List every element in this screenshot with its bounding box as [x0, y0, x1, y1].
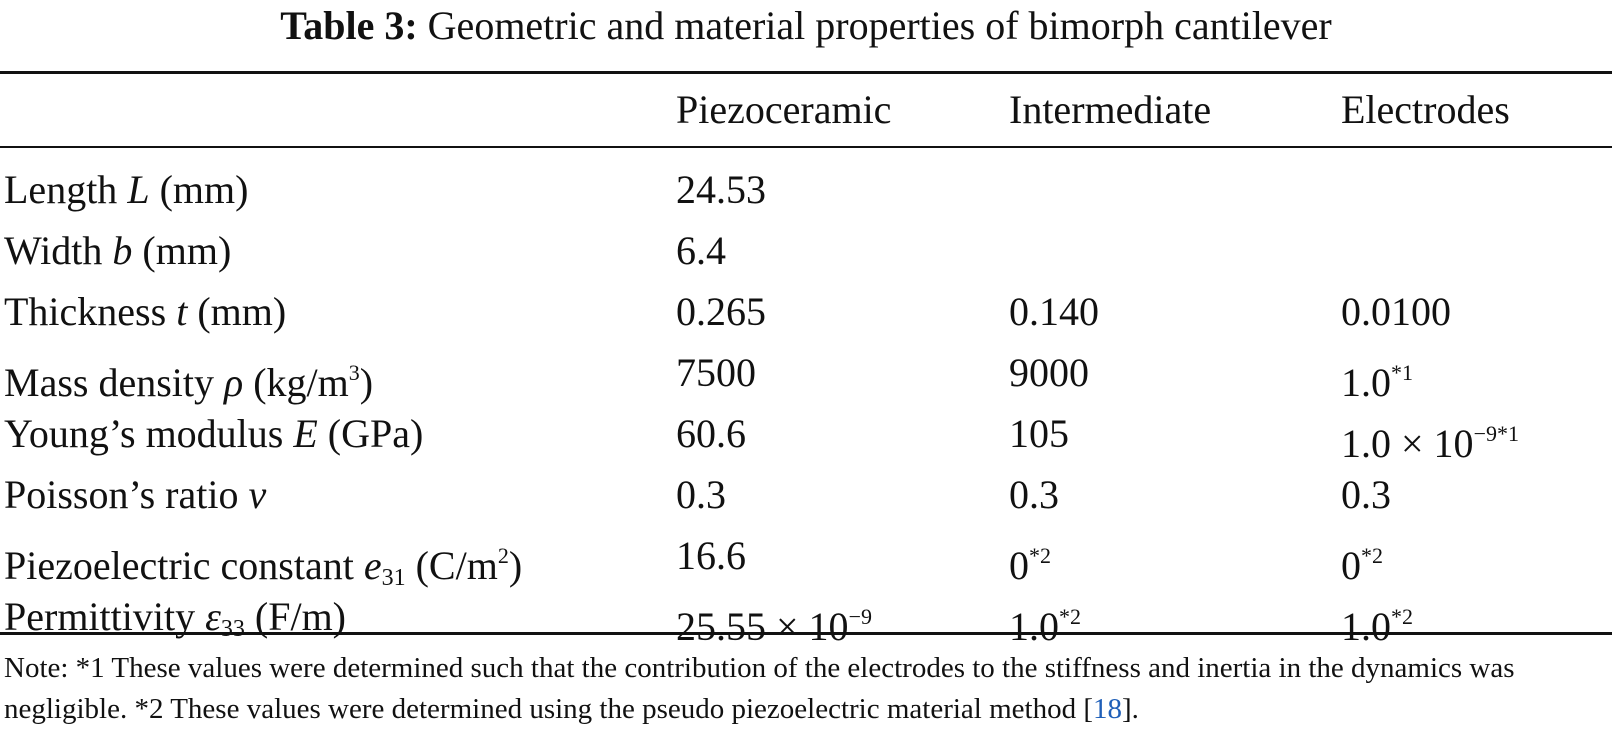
bottom-rule: [0, 632, 1612, 635]
cell-value: 9000: [1009, 350, 1089, 395]
table-cell: 105: [1009, 412, 1069, 456]
cell-value: 25.55 × 10: [676, 604, 849, 649]
table-note: Note: *1 These values were determined su…: [4, 648, 1604, 730]
property-symbol: b: [112, 228, 133, 273]
row-label: Young’s modulus E (GPa): [4, 412, 423, 456]
note-tail: ].: [1122, 693, 1139, 725]
row-label: Piezoelectric constant e31 (C/m2): [4, 534, 522, 600]
note-text: Note: *1 These values were determined su…: [4, 652, 1515, 725]
table-cell: 60.6: [676, 412, 746, 456]
table-cell: 0*2: [1341, 534, 1383, 588]
cell-superscript: −9*1: [1473, 421, 1519, 446]
property-name: Thickness: [4, 289, 177, 334]
property-name: Permittivity: [4, 594, 206, 639]
cell-value: 1.0: [1341, 360, 1391, 405]
property-symbol: ν: [248, 472, 267, 517]
table-cell: 0.0100: [1341, 290, 1451, 334]
cell-value: 7500: [676, 350, 756, 395]
table-cell: 9000: [1009, 351, 1089, 395]
cell-value: 1.0: [1009, 604, 1059, 649]
row-label: Mass density ρ (kg/m3): [4, 351, 373, 405]
table-cell: 1.0*2: [1009, 595, 1081, 649]
cell-value: 6.4: [676, 228, 726, 273]
top-rule: [0, 71, 1612, 74]
symbol-subscript: 33: [220, 616, 245, 642]
table-cell: 1.0 × 10−9*1: [1341, 412, 1519, 466]
property-name: Mass density: [4, 360, 224, 405]
table-caption: Table 3: Geometric and material properti…: [0, 4, 1612, 48]
property-unit: (mm): [132, 228, 232, 273]
cell-value: 60.6: [676, 411, 746, 456]
row-label: Permittivity ε33 (F/m): [4, 595, 346, 651]
table-cell: 25.55 × 10−9: [676, 595, 872, 649]
cell-superscript: *2: [1059, 604, 1081, 629]
column-header-intermediate: Intermediate: [1009, 87, 1212, 132]
table-cell: 0.265: [676, 290, 766, 334]
cell-superscript: *2: [1391, 604, 1413, 629]
property-symbol: ρ: [224, 360, 244, 405]
cell-value: 0.3: [1009, 472, 1059, 517]
table-cell: 1.0*1: [1341, 351, 1413, 405]
property-unit: (mm): [187, 289, 287, 334]
property-symbol: E: [293, 411, 318, 456]
citation-link[interactable]: 18: [1093, 693, 1123, 725]
table-cell: 24.53: [676, 168, 766, 212]
unit-exponent: 3: [348, 360, 360, 385]
table-cell: 0.140: [1009, 290, 1099, 334]
table-cell: 0*2: [1009, 534, 1051, 588]
property-unit: (GPa): [317, 411, 424, 456]
cell-superscript: −9: [848, 604, 872, 629]
cell-value: 16.6: [676, 533, 746, 578]
header-rule: [0, 146, 1612, 148]
cell-value: 0: [1341, 543, 1361, 588]
property-symbol: ε: [205, 594, 221, 639]
table-cell: 7500: [676, 351, 756, 395]
cell-value: 0.140: [1009, 289, 1099, 334]
cell-value: 0.3: [676, 472, 726, 517]
table-cell: 0.3: [1009, 473, 1059, 517]
unit-close: ): [508, 543, 523, 588]
caption-text: Geometric and material properties of bim…: [427, 3, 1332, 48]
cell-value: 0.0100: [1341, 289, 1451, 334]
property-name: Poisson’s ratio: [4, 472, 249, 517]
unit-exponent: 2: [497, 543, 509, 568]
cell-value: 0.3: [1341, 472, 1391, 517]
cell-value: 1.0: [1341, 604, 1391, 649]
cell-superscript: *2: [1361, 543, 1383, 568]
row-label: Thickness t (mm): [4, 290, 286, 334]
property-symbol: L: [127, 167, 150, 212]
property-name: Length: [4, 167, 128, 212]
property-name: Piezoelectric constant: [4, 543, 364, 588]
property-name: Young’s modulus: [4, 411, 294, 456]
table-cell: 0.3: [1341, 473, 1391, 517]
cell-superscript: *1: [1391, 360, 1413, 385]
table-cell: 0.3: [676, 473, 726, 517]
symbol-subscript: 31: [381, 565, 406, 591]
column-header-piezoceramic: Piezoceramic: [676, 87, 892, 132]
table-cell: 1.0*2: [1341, 595, 1413, 649]
table-label: Table 3:: [280, 3, 418, 48]
row-label: Width b (mm): [4, 229, 231, 273]
property-symbol: t: [176, 289, 188, 334]
cell-value: 0.265: [676, 289, 766, 334]
row-label: Poisson’s ratio ν: [4, 473, 266, 517]
column-header-electrodes: Electrodes: [1341, 87, 1510, 132]
unit-close: ): [359, 360, 374, 405]
cell-value: 105: [1009, 411, 1069, 456]
row-label: Length L (mm): [4, 168, 248, 212]
table-cell: 6.4: [676, 229, 726, 273]
cell-value: 0: [1009, 543, 1029, 588]
property-unit: (kg/m: [243, 360, 349, 405]
property-unit: (mm): [149, 167, 249, 212]
property-unit: (C/m: [405, 543, 498, 588]
cell-superscript: *2: [1029, 543, 1051, 568]
table-cell: 16.6: [676, 534, 746, 578]
cell-value: 24.53: [676, 167, 766, 212]
property-unit: (F/m): [244, 594, 347, 639]
property-name: Width: [4, 228, 113, 273]
cell-value: 1.0 × 10: [1341, 421, 1474, 466]
property-symbol: e: [363, 543, 382, 588]
